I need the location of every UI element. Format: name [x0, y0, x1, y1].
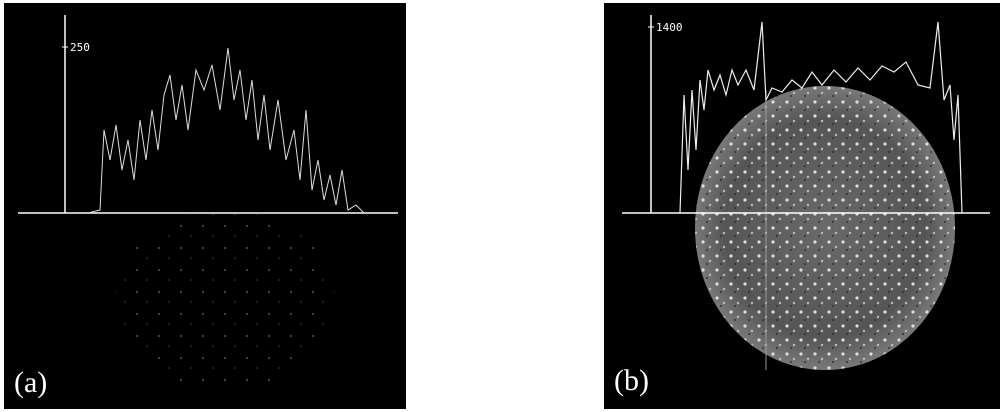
axis-label: 1400	[656, 21, 683, 34]
axis-label: 250	[70, 41, 90, 54]
brain-texture	[695, 86, 955, 370]
panel-a: 250 (a)	[4, 3, 406, 409]
panel-b: 1400 (b)	[604, 3, 1000, 409]
faint-image	[115, 210, 335, 390]
intensity-profile	[679, 21, 963, 214]
intensity-profile	[87, 47, 365, 214]
panel-caption: (b)	[614, 364, 649, 397]
panel-caption: (a)	[14, 366, 47, 399]
